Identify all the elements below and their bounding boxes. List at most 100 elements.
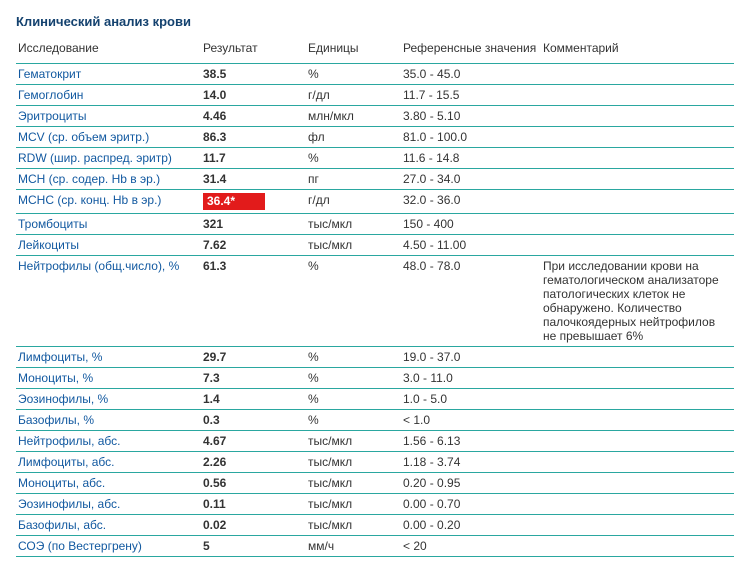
- cell-units: %: [306, 148, 401, 169]
- cell-units: %: [306, 347, 401, 368]
- cell-units: тыс/мкл: [306, 473, 401, 494]
- table-row: Нейтрофилы (общ.число), %61.3%48.0 - 78.…: [16, 256, 734, 347]
- cell-units: тыс/мкл: [306, 235, 401, 256]
- cell-comment: [541, 410, 734, 431]
- cell-units: фл: [306, 127, 401, 148]
- blood-test-table: Исследование Результат Единицы Референсн…: [16, 37, 734, 557]
- cell-units: г/дл: [306, 190, 401, 214]
- cell-comment: [541, 148, 734, 169]
- cell-comment: [541, 389, 734, 410]
- cell-result: 31.4: [201, 169, 306, 190]
- cell-name: Нейтрофилы, абс.: [16, 431, 201, 452]
- cell-name: MCV (ср. объем эритр.): [16, 127, 201, 148]
- report-title: Клинический анализ крови: [16, 14, 734, 29]
- table-row: MCHC (ср. конц. Hb в эр.)36.4*г/дл32.0 -…: [16, 190, 734, 214]
- cell-result: 11.7: [201, 148, 306, 169]
- cell-ref: 3.0 - 11.0: [401, 368, 541, 389]
- cell-ref: 1.0 - 5.0: [401, 389, 541, 410]
- table-row: Лимфоциты, абс.2.26тыс/мкл1.18 - 3.74: [16, 452, 734, 473]
- cell-result: 61.3: [201, 256, 306, 347]
- cell-comment: [541, 515, 734, 536]
- cell-name: Эозинофилы, %: [16, 389, 201, 410]
- cell-units: млн/мкл: [306, 106, 401, 127]
- cell-result: 86.3: [201, 127, 306, 148]
- table-row: Эритроциты4.46млн/мкл3.80 - 5.10: [16, 106, 734, 127]
- cell-comment: [541, 190, 734, 214]
- cell-ref: 35.0 - 45.0: [401, 64, 541, 85]
- cell-comment: [541, 127, 734, 148]
- table-row: СОЭ (по Вестергрену)5мм/ч< 20: [16, 536, 734, 557]
- cell-result: 321: [201, 214, 306, 235]
- cell-comment: [541, 431, 734, 452]
- cell-units: мм/ч: [306, 536, 401, 557]
- table-row: Эозинофилы, %1.4%1.0 - 5.0: [16, 389, 734, 410]
- cell-name: Нейтрофилы (общ.число), %: [16, 256, 201, 347]
- table-row: MCV (ср. объем эритр.)86.3фл81.0 - 100.0: [16, 127, 734, 148]
- cell-ref: 11.6 - 14.8: [401, 148, 541, 169]
- cell-comment: [541, 452, 734, 473]
- cell-name: Гематокрит: [16, 64, 201, 85]
- table-row: Нейтрофилы, абс.4.67тыс/мкл1.56 - 6.13: [16, 431, 734, 452]
- cell-name: RDW (шир. распред. эритр): [16, 148, 201, 169]
- cell-result: 38.5: [201, 64, 306, 85]
- table-row: Базофилы, %0.3%< 1.0: [16, 410, 734, 431]
- cell-ref: 3.80 - 5.10: [401, 106, 541, 127]
- cell-units: %: [306, 389, 401, 410]
- cell-comment: [541, 235, 734, 256]
- cell-units: тыс/мкл: [306, 515, 401, 536]
- table-row: Гематокрит38.5%35.0 - 45.0: [16, 64, 734, 85]
- cell-ref: 81.0 - 100.0: [401, 127, 541, 148]
- cell-name: Моноциты, %: [16, 368, 201, 389]
- cell-name: СОЭ (по Вестергрену): [16, 536, 201, 557]
- cell-result: 2.26: [201, 452, 306, 473]
- cell-ref: 0.20 - 0.95: [401, 473, 541, 494]
- table-row: Моноциты, %7.3%3.0 - 11.0: [16, 368, 734, 389]
- table-row: Лимфоциты, %29.7%19.0 - 37.0: [16, 347, 734, 368]
- cell-name: Лимфоциты, абс.: [16, 452, 201, 473]
- cell-ref: 1.56 - 6.13: [401, 431, 541, 452]
- cell-ref: < 20: [401, 536, 541, 557]
- cell-ref: 4.50 - 11.00: [401, 235, 541, 256]
- cell-ref: 0.00 - 0.20: [401, 515, 541, 536]
- table-row: Моноциты, абс.0.56тыс/мкл0.20 - 0.95: [16, 473, 734, 494]
- cell-ref: 1.18 - 3.74: [401, 452, 541, 473]
- cell-name: MCH (ср. содер. Hb в эр.): [16, 169, 201, 190]
- cell-comment: [541, 347, 734, 368]
- cell-name: Тромбоциты: [16, 214, 201, 235]
- cell-name: Лимфоциты, %: [16, 347, 201, 368]
- cell-comment: [541, 64, 734, 85]
- cell-units: тыс/мкл: [306, 214, 401, 235]
- cell-name: Лейкоциты: [16, 235, 201, 256]
- cell-result: 1.4: [201, 389, 306, 410]
- cell-units: пг: [306, 169, 401, 190]
- cell-units: %: [306, 368, 401, 389]
- cell-comment: [541, 85, 734, 106]
- cell-comment: [541, 536, 734, 557]
- cell-units: тыс/мкл: [306, 494, 401, 515]
- cell-ref: 19.0 - 37.0: [401, 347, 541, 368]
- cell-comment: [541, 169, 734, 190]
- cell-result: 0.56: [201, 473, 306, 494]
- table-row: RDW (шир. распред. эритр)11.7%11.6 - 14.…: [16, 148, 734, 169]
- cell-result: 0.3: [201, 410, 306, 431]
- cell-result: 7.62: [201, 235, 306, 256]
- cell-result: 4.46: [201, 106, 306, 127]
- table-row: MCH (ср. содер. Hb в эр.)31.4пг27.0 - 34…: [16, 169, 734, 190]
- cell-units: тыс/мкл: [306, 431, 401, 452]
- cell-result: 0.11: [201, 494, 306, 515]
- col-result: Результат: [201, 37, 306, 64]
- table-row: Лейкоциты7.62тыс/мкл4.50 - 11.00: [16, 235, 734, 256]
- cell-units: %: [306, 410, 401, 431]
- cell-result: 14.0: [201, 85, 306, 106]
- cell-ref: 32.0 - 36.0: [401, 190, 541, 214]
- cell-units: тыс/мкл: [306, 452, 401, 473]
- col-comment: Комментарий: [541, 37, 734, 64]
- cell-units: %: [306, 64, 401, 85]
- cell-comment: [541, 368, 734, 389]
- table-row: Гемоглобин14.0г/дл11.7 - 15.5: [16, 85, 734, 106]
- cell-result: 7.3: [201, 368, 306, 389]
- cell-ref: 27.0 - 34.0: [401, 169, 541, 190]
- cell-units: г/дл: [306, 85, 401, 106]
- cell-result: 5: [201, 536, 306, 557]
- cell-result: 0.02: [201, 515, 306, 536]
